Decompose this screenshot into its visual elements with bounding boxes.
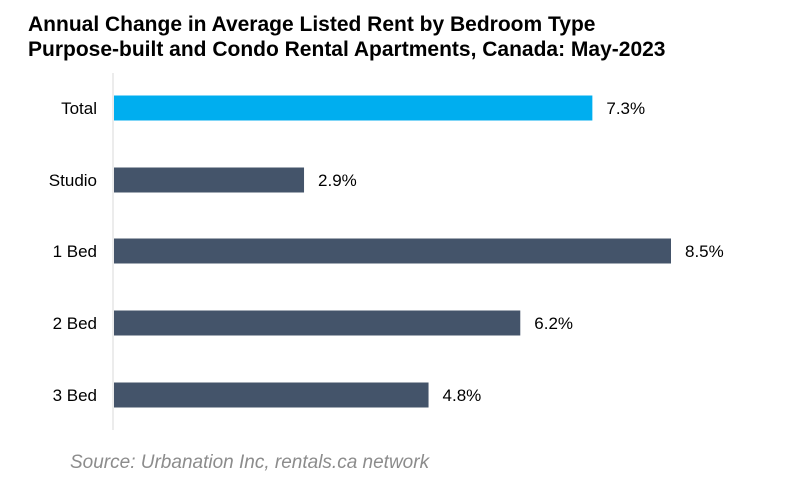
value-label-3-bed: 4.8% xyxy=(443,386,482,405)
bar-studio xyxy=(114,167,305,193)
category-label-3-bed: 3 Bed xyxy=(53,386,97,405)
bar-total xyxy=(114,95,593,121)
source-note: Source: Urbanation Inc, rentals.ca netwo… xyxy=(70,452,430,473)
bars-group: Total 7.3% Studio 2.9% 1 Bed 8.5% 2 Bed 6.2% 3 B… xyxy=(49,95,724,408)
chart-title-block: Annual Change in Average Listed Rent by … xyxy=(28,12,788,62)
value-label-2-bed: 6.2% xyxy=(534,314,573,333)
bar-1-bed xyxy=(114,238,671,264)
bar-2-bed xyxy=(114,310,521,336)
category-label-total: Total xyxy=(61,99,97,118)
value-label-studio: 2.9% xyxy=(318,171,357,190)
value-label-1-bed: 8.5% xyxy=(685,242,724,261)
category-label-studio: Studio xyxy=(49,171,97,190)
category-label-1-bed: 1 Bed xyxy=(53,242,97,261)
category-label-2-bed: 2 Bed xyxy=(53,314,97,333)
value-label-total: 7.3% xyxy=(606,99,645,118)
chart-subtitle: Purpose-built and Condo Rental Apartment… xyxy=(28,38,666,61)
bar-3-bed xyxy=(114,382,429,408)
chart-title: Annual Change in Average Listed Rent by … xyxy=(28,13,596,36)
